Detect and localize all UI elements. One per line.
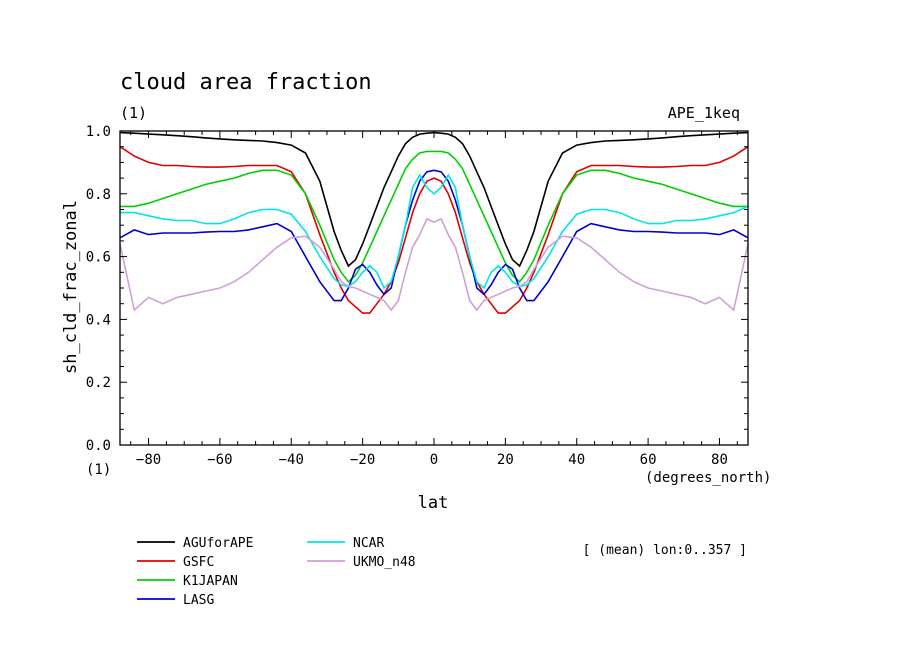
legend-label: AGUforAPE [183, 536, 253, 551]
x-tick-label: 40 [568, 452, 585, 468]
x-axis-ticks: −80 −60 −40 −20 0 20 40 60 80 [130, 131, 738, 468]
x-tick-label: −60 [207, 452, 232, 468]
series-line-lasg [119, 169, 749, 302]
legend-label: GSFC [183, 555, 214, 570]
legend-label: NCAR [353, 536, 384, 551]
y-tick-label: 0.4 [86, 312, 111, 328]
y-tick-label: 0.6 [86, 250, 111, 266]
series-line-gsfc [119, 146, 749, 314]
chart-units: (1) [120, 104, 147, 122]
chart-title: cloud area fraction [120, 70, 372, 95]
legend-label: UKMO_n48 [353, 555, 416, 570]
y-tick-label: 0.8 [86, 187, 111, 203]
x-tick-label: 60 [640, 452, 657, 468]
series-line-k1japan [120, 150, 748, 283]
x-tick-label: 0 [430, 452, 438, 468]
x-axis-label: lat [418, 493, 449, 513]
y-tick-label: 0.2 [86, 375, 111, 391]
y-axis-label: sh_cld_frac_zonal [61, 200, 81, 374]
y-axis-ticks: 0.0 0.2 0.4 0.6 0.8 1.0 [86, 124, 748, 454]
series-line-aguforape [119, 131, 749, 268]
y-tick-label: 0.0 [86, 438, 111, 454]
experiment-label: APE_1keq [668, 104, 740, 122]
x-tick-label: 80 [711, 452, 728, 468]
x-tick-label: −80 [136, 452, 161, 468]
legend-label: LASG [183, 593, 214, 608]
legend: AGUforAPE GSFC K1JAPAN LASG NCAR UKMO_n48 [137, 536, 416, 608]
series-line-ncar [120, 173, 749, 290]
legend-label: K1JAPAN [183, 574, 238, 589]
y-units-label: (1) [86, 462, 111, 478]
mean-note: [ (mean) lon:0..357 ] [583, 543, 747, 558]
x-tick-label: −40 [279, 452, 304, 468]
x-tick-label: −20 [350, 452, 375, 468]
y-tick-label: 1.0 [86, 124, 111, 140]
series-layer [119, 131, 749, 314]
x-units-label: (degrees_north) [645, 470, 771, 486]
series-line-ukmo_n48 [119, 217, 749, 312]
x-tick-label: 20 [497, 452, 514, 468]
